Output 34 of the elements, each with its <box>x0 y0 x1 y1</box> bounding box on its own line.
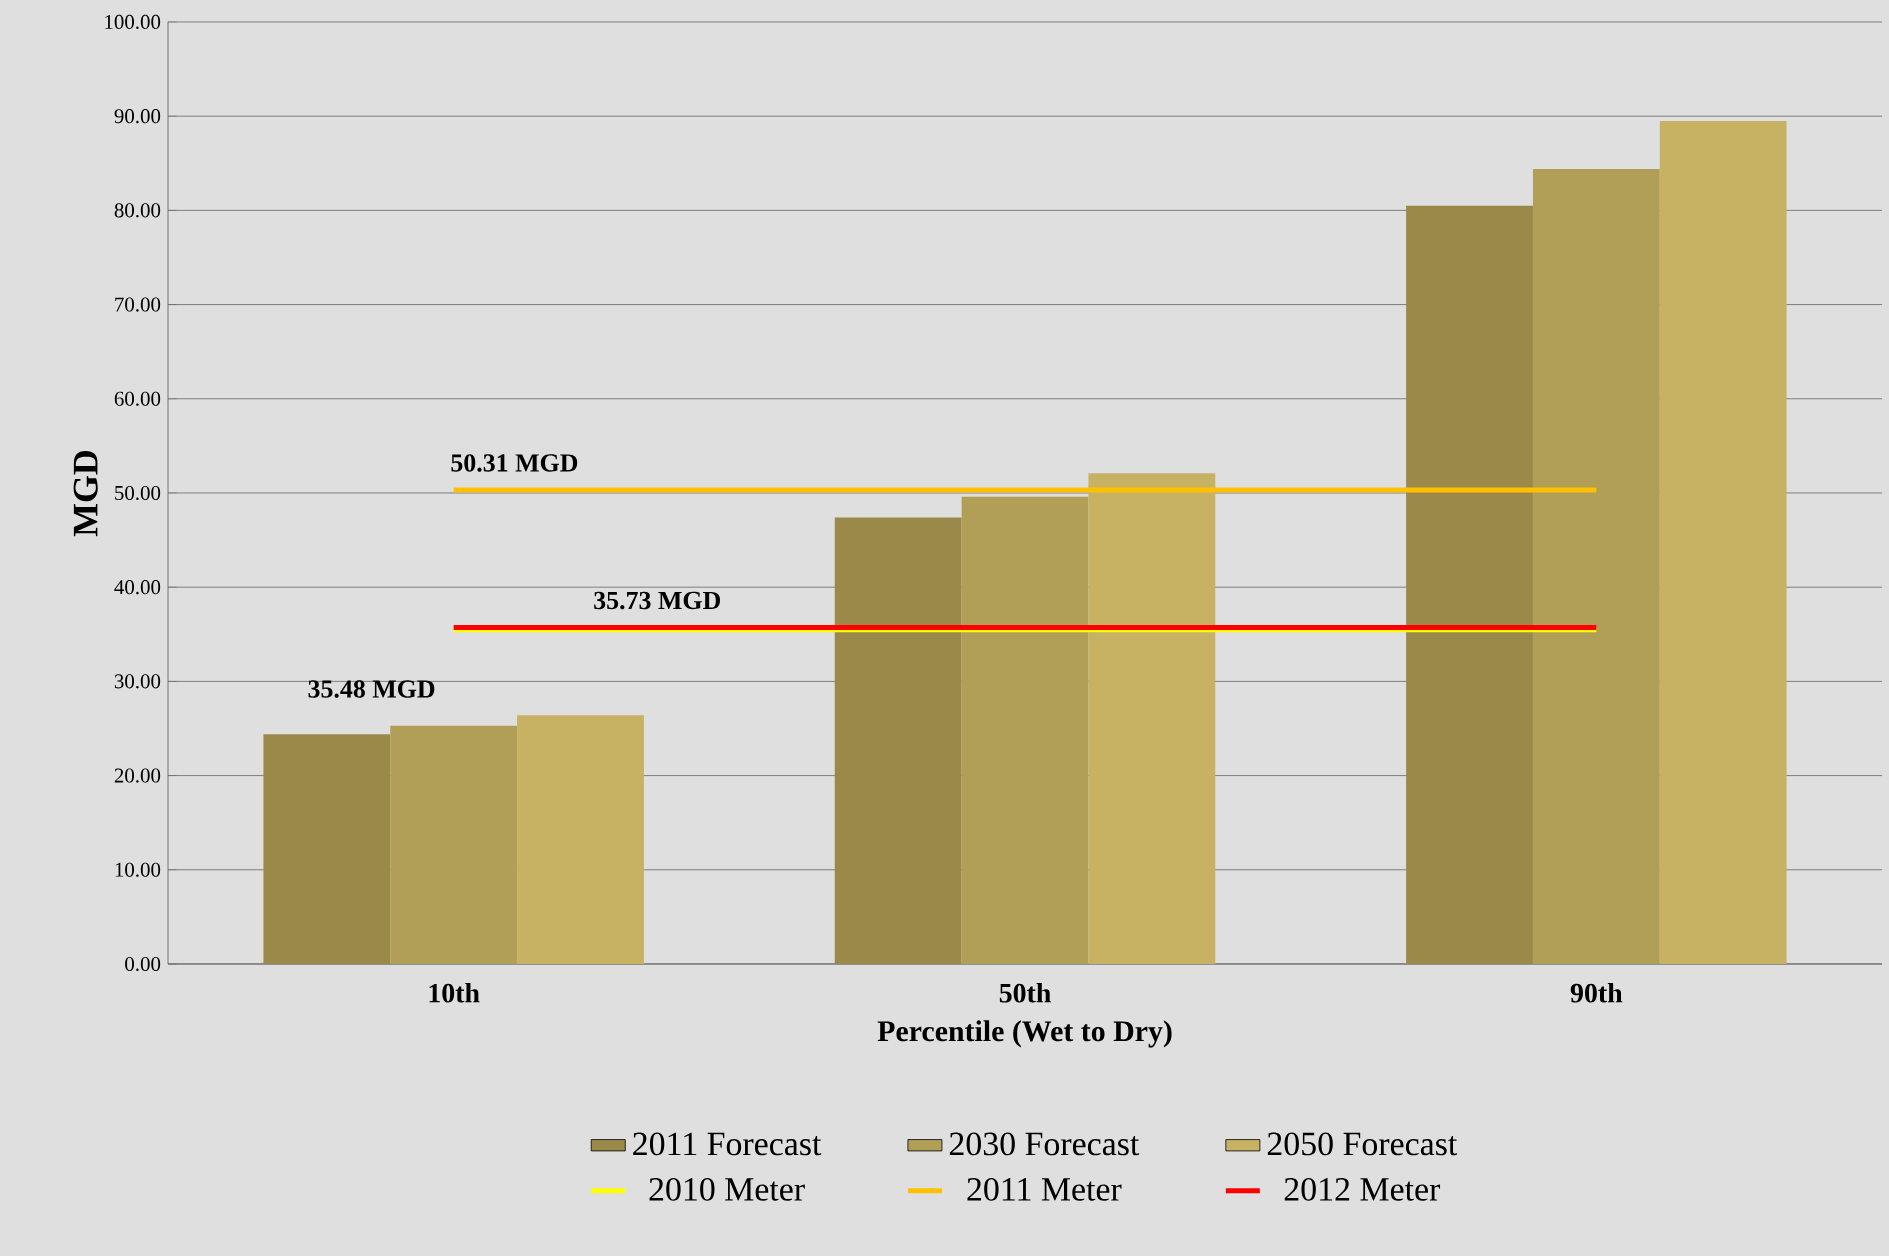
annotation: 35.48 MGD <box>308 680 435 698</box>
legend-label: 2030 Forecast <box>949 1132 1140 1156</box>
x-axis-title: Percentile (Wet to Dry) <box>877 1020 1172 1048</box>
legend-label: 2011 Meter <box>967 1177 1122 1201</box>
y-tick-label: 50.00 <box>115 485 161 501</box>
y-tick-label: 100.00 <box>105 14 161 30</box>
y-tick-label: 0.00 <box>125 956 161 972</box>
bar <box>263 734 391 964</box>
legend-label: 2012 Meter <box>1284 1177 1441 1201</box>
annotation: 50.31 MGD <box>451 454 578 472</box>
y-tick-label: 20.00 <box>114 768 161 783</box>
y-tick-label: 10.00 <box>115 862 161 877</box>
bar <box>1532 168 1660 964</box>
y-tick-label: 30.00 <box>114 674 161 689</box>
x-tick-label: 10th <box>429 982 480 1003</box>
bar <box>390 725 518 964</box>
annotation: 35.73 MGD <box>594 591 720 610</box>
bar <box>1659 120 1787 964</box>
bar <box>1088 473 1216 964</box>
y-axis-title: MGD <box>73 450 98 537</box>
bar <box>517 715 644 964</box>
y-tick-label: 80.00 <box>114 203 161 218</box>
y-tick-label: 90.00 <box>114 109 161 124</box>
legend-label: 2010 Meter <box>649 1177 805 1201</box>
legend-label: 2011 Forecast <box>633 1132 822 1156</box>
x-tick-label: 90th <box>1570 982 1623 1003</box>
y-tick-label: 60.00 <box>114 391 161 406</box>
bar <box>961 496 1089 964</box>
y-tick-label: 40.00 <box>114 580 161 595</box>
bar <box>1406 205 1533 964</box>
bar <box>834 517 962 964</box>
x-tick-label: 50th <box>999 982 1051 1003</box>
legend-label: 2050 Forecast <box>1267 1132 1458 1156</box>
y-tick-label: 70.00 <box>115 297 161 312</box>
